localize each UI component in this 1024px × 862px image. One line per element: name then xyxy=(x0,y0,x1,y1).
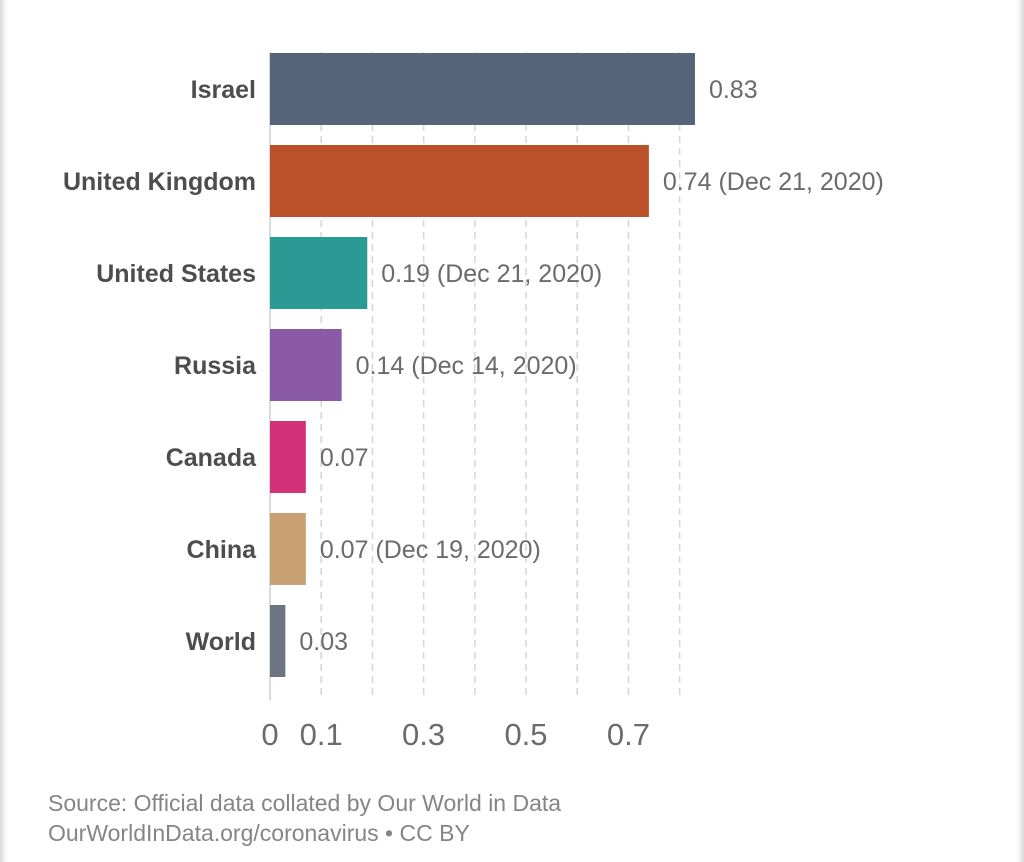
category-label: United Kingdom xyxy=(63,168,256,196)
bar xyxy=(270,329,342,401)
x-tick-label: 0.3 xyxy=(402,717,445,752)
x-tick-label: 0.5 xyxy=(504,717,547,752)
category-label: China xyxy=(187,536,258,564)
data-label: 0.83 xyxy=(709,76,758,104)
x-tick-label: 0 xyxy=(261,717,278,752)
source-note: Source: Official data collated by Our Wo… xyxy=(48,788,561,848)
data-label: 0.74 (Dec 21, 2020) xyxy=(663,168,884,196)
bar xyxy=(270,53,695,125)
x-tick-label: 0.1 xyxy=(300,717,343,752)
category-label: United States xyxy=(96,260,256,288)
page-edge-left xyxy=(0,0,8,862)
page-edge-right xyxy=(1016,0,1024,862)
data-label: 0.07 (Dec 19, 2020) xyxy=(320,536,541,564)
category-label: Canada xyxy=(166,444,257,472)
category-label: Russia xyxy=(174,352,257,380)
data-label: 0.03 xyxy=(299,628,348,656)
data-label: 0.07 xyxy=(320,444,369,472)
data-label: 0.19 (Dec 21, 2020) xyxy=(381,260,602,288)
source-line: Source: Official data collated by Our Wo… xyxy=(48,790,562,816)
bar-chart: Israel 0.83 United Kingdom 0.74 (Dec 21, 20… xyxy=(63,52,884,752)
bar xyxy=(270,237,368,309)
category-label: Israel xyxy=(191,76,256,104)
bar xyxy=(270,605,286,677)
bar xyxy=(270,513,306,585)
bar xyxy=(270,421,306,493)
category-label: World xyxy=(186,628,256,656)
x-tick-label: 0.7 xyxy=(607,717,650,752)
license-line: OurWorldInData.org/coronavirus • CC BY xyxy=(48,820,470,846)
data-label: 0.14 (Dec 14, 2020) xyxy=(356,352,577,380)
bar xyxy=(270,145,649,217)
